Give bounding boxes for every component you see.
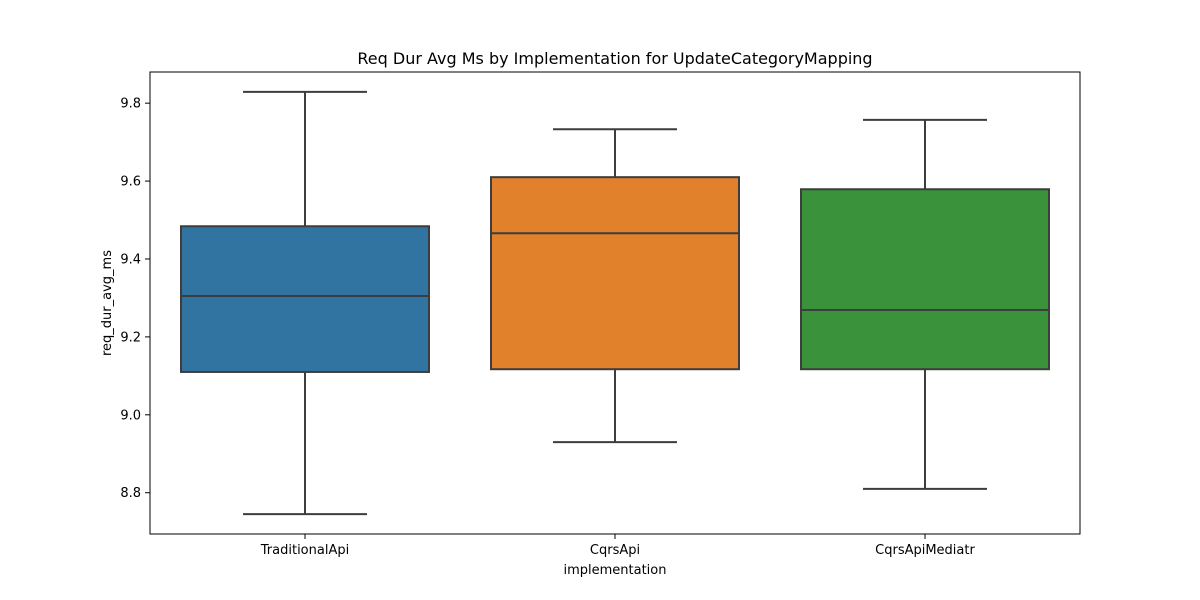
x-tick-label: TraditionalApi xyxy=(260,543,349,558)
y-tick-label: 9.2 xyxy=(120,330,141,345)
box-iqr xyxy=(800,188,1050,371)
box-group xyxy=(180,90,430,516)
box-iqr xyxy=(180,225,430,373)
y-tick-label: 9.4 xyxy=(120,252,141,267)
chart-title: Req Dur Avg Ms by Implementation for Upd… xyxy=(357,49,872,68)
box-group xyxy=(800,118,1050,490)
y-tick-label: 9.6 xyxy=(120,175,141,190)
box-group xyxy=(490,128,740,444)
x-axis-ticks: TraditionalApi CqrsApi CqrsApiMediatr xyxy=(260,534,975,558)
y-axis-label: req_dur_avg_ms xyxy=(100,250,115,356)
plot-frame xyxy=(149,71,1081,535)
x-axis-label: implementation xyxy=(563,563,666,578)
x-tick-label: CqrsApi xyxy=(590,543,640,558)
box-iqr xyxy=(490,176,740,371)
y-tick-label: 9.8 xyxy=(120,97,141,112)
y-axis-ticks: 8.8 9.0 9.2 9.4 9.6 9.8 xyxy=(120,97,150,501)
y-tick-label: 8.8 xyxy=(120,486,141,501)
y-tick-label: 9.0 xyxy=(120,408,141,423)
boxes-layer xyxy=(180,90,1050,516)
x-tick-label: CqrsApiMediatr xyxy=(875,543,975,558)
